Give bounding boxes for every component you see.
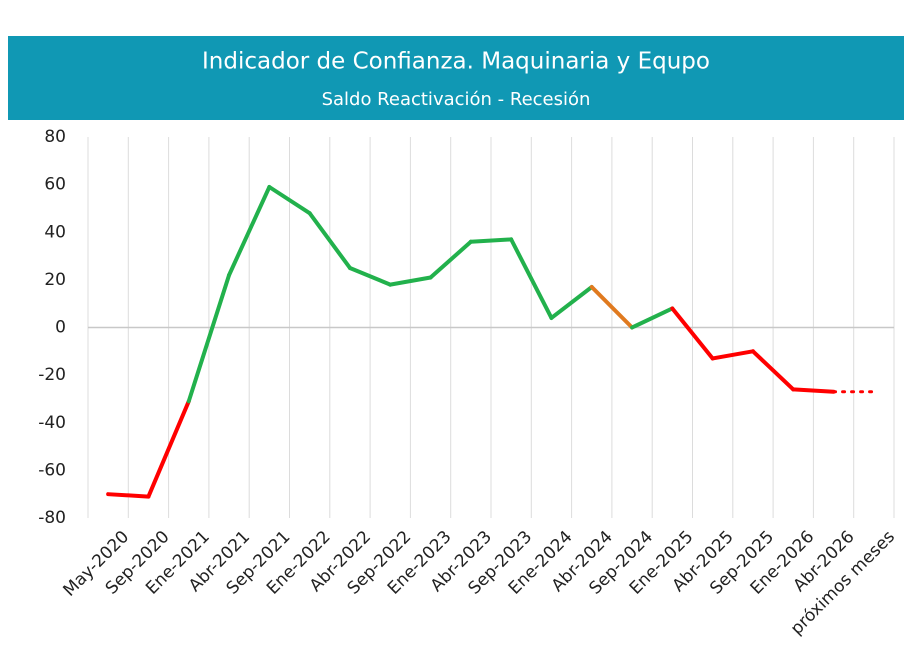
line-segment <box>589 285 635 330</box>
line-segment <box>307 211 352 270</box>
line-segment <box>630 306 675 330</box>
line-segment <box>710 349 755 361</box>
y-tick-label: -20 <box>38 365 66 385</box>
line-segment <box>428 239 473 280</box>
line-segment <box>267 185 312 216</box>
y-tick-label: 80 <box>44 127 66 147</box>
y-tick-label: 40 <box>44 222 66 242</box>
line-segment <box>388 275 433 287</box>
y-tick-label: 60 <box>44 175 66 195</box>
line-segment <box>347 265 393 287</box>
y-tick-label: -60 <box>38 460 66 480</box>
chart-title: Indicador de Confianza. Maquinaria y Equ… <box>202 49 710 75</box>
line-segment <box>670 306 715 361</box>
y-tick-label: 20 <box>44 270 66 290</box>
line-segment <box>791 387 836 394</box>
line-segment <box>106 492 151 499</box>
line-segment <box>509 237 554 320</box>
line-segment <box>186 273 232 404</box>
y-tick-label: 0 <box>55 318 66 338</box>
y-tick-label: -80 <box>38 508 66 528</box>
line-segment <box>227 185 272 278</box>
line-segment <box>750 349 796 392</box>
y-tick-label: -40 <box>38 413 66 433</box>
chart-subtitle: Saldo Reactivación - Recesión <box>322 89 591 110</box>
line-segment <box>146 399 191 499</box>
title-bar <box>8 36 904 120</box>
line-segment <box>468 237 514 244</box>
line-segment <box>549 285 594 320</box>
